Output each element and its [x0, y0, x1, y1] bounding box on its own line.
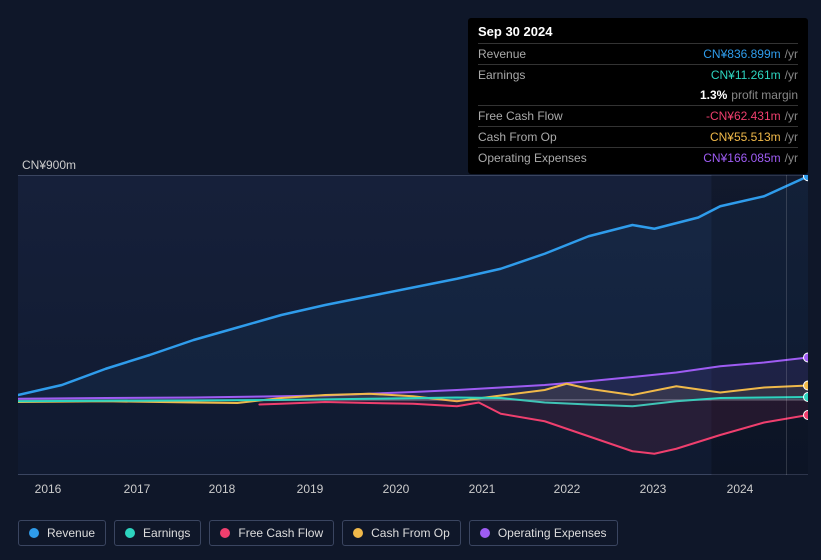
legend-label: Operating Expenses — [498, 526, 607, 540]
legend-dot — [125, 528, 135, 538]
tooltip-row: Cash From OpCN¥55.513m/yr — [478, 126, 798, 147]
legend-label: Revenue — [47, 526, 95, 540]
x-axis-label: 2024 — [727, 482, 754, 496]
legend-item[interactable]: Cash From Op — [342, 520, 461, 546]
tooltip-unit: /yr — [785, 151, 798, 165]
tooltip-value: -CN¥62.431m — [706, 109, 781, 123]
tooltip-value: CN¥836.899m — [703, 47, 780, 61]
tooltip-label: Operating Expenses — [478, 151, 703, 165]
tooltip-row: Free Cash Flow-CN¥62.431m/yr — [478, 105, 798, 126]
x-axis-label: 2023 — [640, 482, 667, 496]
x-axis-label: 2019 — [297, 482, 324, 496]
tooltip-value: CN¥166.085m — [703, 151, 780, 165]
tooltip-value: CN¥55.513m — [710, 130, 781, 144]
x-axis-label: 2020 — [383, 482, 410, 496]
chart-container: { "tooltip": { "date": "Sep 30 2024", "r… — [0, 0, 821, 560]
tooltip-row: EarningsCN¥11.261m/yr — [478, 64, 798, 85]
x-axis-label: 2017 — [124, 482, 151, 496]
chart-legend: Revenue Earnings Free Cash Flow Cash From O… — [18, 520, 618, 546]
plot-area[interactable] — [18, 175, 808, 475]
tooltip-label: Free Cash Flow — [478, 109, 706, 123]
legend-dot — [353, 528, 363, 538]
tooltip-row: Operating ExpensesCN¥166.085m/yr — [478, 147, 798, 168]
legend-item[interactable]: Revenue — [18, 520, 106, 546]
x-axis-label: 2021 — [469, 482, 496, 496]
tooltip-value: CN¥11.261m — [711, 68, 781, 82]
tooltip-label: Earnings — [478, 68, 711, 82]
chart-svg — [18, 175, 808, 475]
chart-tooltip: Sep 30 2024 RevenueCN¥836.899m/yrEarning… — [468, 18, 808, 174]
legend-dot — [220, 528, 230, 538]
legend-label: Earnings — [143, 526, 190, 540]
x-axis-label: 2022 — [554, 482, 581, 496]
legend-item[interactable]: Operating Expenses — [469, 520, 618, 546]
tooltip-profit-margin: 1.3%profit margin — [478, 85, 798, 105]
tooltip-row: RevenueCN¥836.899m/yr — [478, 43, 798, 64]
legend-item[interactable]: Earnings — [114, 520, 201, 546]
tooltip-unit: /yr — [785, 68, 798, 82]
tooltip-unit: /yr — [785, 130, 798, 144]
tooltip-unit: /yr — [785, 109, 798, 123]
tooltip-label: Revenue — [478, 47, 703, 61]
tooltip-unit: /yr — [785, 47, 798, 61]
y-axis-label: CN¥900m — [22, 158, 76, 172]
legend-label: Free Cash Flow — [238, 526, 323, 540]
legend-dot — [480, 528, 490, 538]
hover-marker — [786, 175, 787, 475]
legend-item[interactable]: Free Cash Flow — [209, 520, 334, 546]
x-axis-label: 2018 — [209, 482, 236, 496]
tooltip-date: Sep 30 2024 — [478, 24, 798, 43]
legend-dot — [29, 528, 39, 538]
x-axis-label: 2016 — [35, 482, 62, 496]
tooltip-label: Cash From Op — [478, 130, 710, 144]
legend-label: Cash From Op — [371, 526, 450, 540]
